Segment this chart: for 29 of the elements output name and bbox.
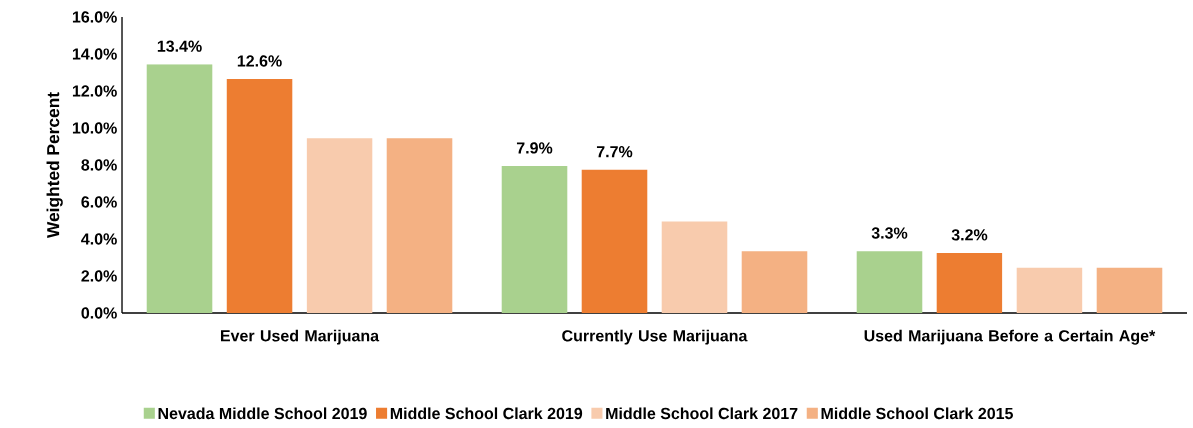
y-tick-label: 4.0%	[81, 233, 117, 245]
data-label: 3.2%	[951, 229, 988, 241]
data-label: 13.4%	[157, 40, 202, 52]
data-label: 12.6%	[237, 55, 282, 67]
legend-label: Middle School Clark 2015	[821, 407, 1013, 420]
y-tick-label: 16.0%	[72, 11, 117, 23]
y-tick-label: 2.0%	[81, 270, 117, 282]
bar	[226, 79, 293, 313]
data-label: 7.7%	[596, 146, 633, 158]
y-tick-label: 12.0%	[72, 85, 117, 97]
legend-label: Middle School Clark 2017	[606, 407, 798, 420]
bar	[661, 221, 728, 313]
x-tick-label: Used Marijuana Before a Certain Age*	[864, 329, 1156, 345]
bar	[581, 169, 648, 313]
bar	[1016, 267, 1083, 313]
data-label: 7.9%	[516, 142, 553, 154]
legend-label: Nevada Middle School 2019	[158, 407, 367, 420]
legend-label: Middle School Clark 2019	[390, 407, 583, 420]
y-tick-label: 6.0%	[81, 196, 117, 208]
bar	[936, 252, 1003, 313]
y-axis-title: Weighted Percent	[46, 92, 63, 239]
bar	[306, 138, 373, 313]
y-tick-label: 14.0%	[72, 48, 117, 60]
x-tick-label: Ever Used Marijuana	[220, 329, 380, 345]
y-tick-label: 0.0%	[81, 307, 117, 319]
y-tick-label: 10.0%	[72, 122, 117, 134]
y-tick-label: 8.0%	[81, 159, 117, 171]
data-label: 3.3%	[871, 227, 908, 239]
x-tick-label: Currently Use Marijuana	[562, 329, 748, 345]
